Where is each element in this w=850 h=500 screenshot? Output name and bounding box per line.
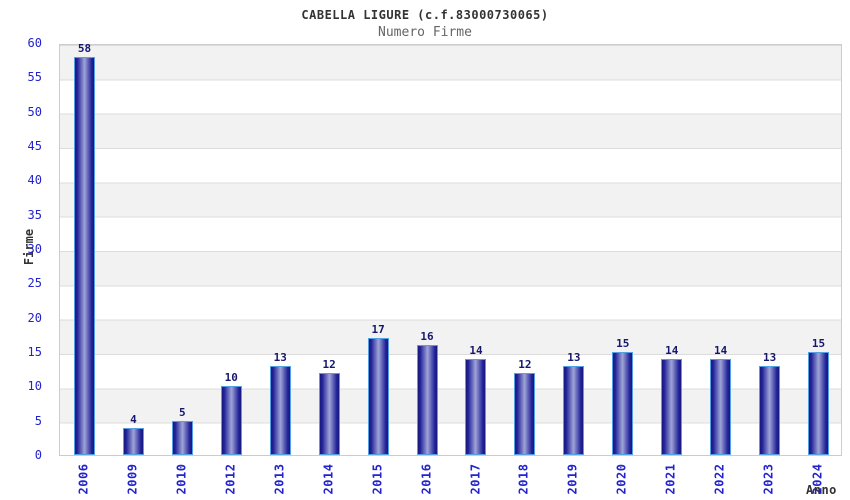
x-axis-title: Anno — [806, 483, 837, 497]
x-tick-label: 2023 — [761, 463, 776, 495]
bar — [759, 366, 781, 455]
bar-value-label: 14 — [665, 344, 679, 357]
bar-slot: 14 — [452, 45, 501, 455]
bar — [122, 428, 144, 455]
bar-value-label: 15 — [811, 337, 826, 350]
y-tick-label: 20 — [27, 310, 42, 325]
bar — [269, 366, 291, 455]
x-tick-label: 2010 — [174, 463, 189, 495]
bar-value-label: 58 — [77, 42, 92, 55]
bar — [171, 421, 193, 455]
bar-value-label: 5 — [179, 406, 186, 419]
x-tick-label: 2017 — [467, 463, 482, 495]
bar-slot: 15 — [598, 45, 647, 455]
bar-slot: 17 — [354, 45, 403, 455]
bar-value-label: 4 — [130, 413, 137, 426]
bar-slot: 15 — [794, 45, 843, 455]
bar-value-label: 13 — [567, 351, 581, 364]
y-tick-label: 30 — [27, 242, 42, 256]
bar-value-label: 15 — [616, 337, 630, 350]
bar-value-label: 13 — [762, 351, 777, 364]
bar — [563, 366, 585, 455]
bar — [367, 338, 389, 455]
bar-slot: 13 — [256, 45, 305, 455]
bar-slot: 5 — [158, 45, 207, 455]
bar-value-label: 12 — [518, 358, 532, 371]
chart-subtitle: Numero Firme — [378, 25, 472, 40]
bar — [416, 345, 438, 455]
bar-slot: 16 — [403, 45, 452, 455]
x-tick-label: 2006 — [76, 463, 91, 495]
bar — [220, 386, 242, 455]
chart-title: CABELLA LIGURE (c.f.83000730065) — [301, 8, 549, 22]
bar-slot: 13 — [549, 45, 598, 455]
y-tick-label: 0 — [34, 448, 42, 462]
y-tick-label: 5 — [34, 413, 42, 428]
x-tick-label: 2016 — [419, 463, 434, 495]
bar — [612, 352, 634, 455]
bar — [73, 57, 95, 455]
bar-slot: 12 — [305, 45, 354, 455]
bar — [318, 373, 340, 455]
x-tick-label: 2021 — [663, 463, 678, 495]
bar — [465, 359, 487, 455]
x-tick-label: 2022 — [712, 463, 727, 495]
bar — [710, 359, 732, 455]
bar-value-label: 14 — [714, 344, 728, 357]
bar-slot: 14 — [696, 45, 745, 455]
bar-slot: 4 — [109, 45, 158, 455]
bar-value-label: 14 — [469, 344, 483, 357]
y-tick-label: 50 — [27, 104, 42, 119]
y-tick-label: 60 — [27, 36, 42, 50]
bar-slot: 12 — [500, 45, 549, 455]
bar — [808, 352, 830, 455]
bar-slot: 14 — [647, 45, 696, 455]
bar-value-label: 17 — [371, 323, 385, 336]
y-tick-label: 25 — [27, 276, 42, 291]
x-tick-label: 2012 — [223, 463, 238, 495]
y-tick-label: 10 — [27, 379, 42, 394]
y-tick-label: 35 — [27, 207, 42, 222]
bar-slot: 13 — [745, 45, 794, 455]
x-tick-label: 2015 — [370, 463, 385, 495]
x-tick-label: 2009 — [125, 463, 140, 495]
plot-area: 58 4 5 10 13 12 17 16 14 12 13 15 14 14 13 15 — [59, 42, 843, 456]
x-tick-label: 2018 — [516, 463, 531, 495]
x-tick-label: 2020 — [614, 463, 629, 495]
bar-value-label: 10 — [224, 371, 238, 384]
y-tick-label: 15 — [27, 345, 42, 359]
bar-slot: 58 — [60, 42, 109, 455]
bar-slot: 10 — [207, 45, 256, 455]
x-tick-label: 2014 — [321, 463, 336, 495]
bar-value-label: 12 — [322, 358, 336, 371]
bar-value-label: 13 — [273, 351, 287, 364]
x-tick-label: 2019 — [565, 463, 580, 495]
bar — [514, 373, 536, 455]
y-tick-label: 55 — [27, 70, 42, 85]
bar — [661, 359, 683, 455]
x-tick-label: 2013 — [272, 463, 287, 495]
y-tick-label: 45 — [27, 139, 42, 153]
bar-value-label: 16 — [420, 330, 434, 343]
y-tick-label: 40 — [27, 173, 42, 188]
